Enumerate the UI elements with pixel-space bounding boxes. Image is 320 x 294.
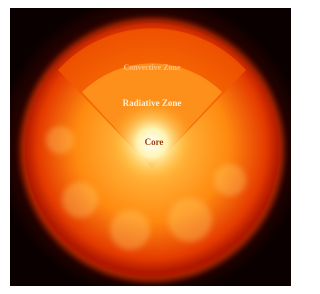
label-core: Core: [145, 137, 164, 147]
label-convective: Convective Zone: [123, 63, 181, 72]
page: Convective Zone Radiative Zone Core (() …: [0, 0, 299, 294]
label-radiative: Radiative Zone: [123, 98, 182, 108]
sun-image: Convective Zone Radiative Zone Core: [0, 0, 299, 294]
